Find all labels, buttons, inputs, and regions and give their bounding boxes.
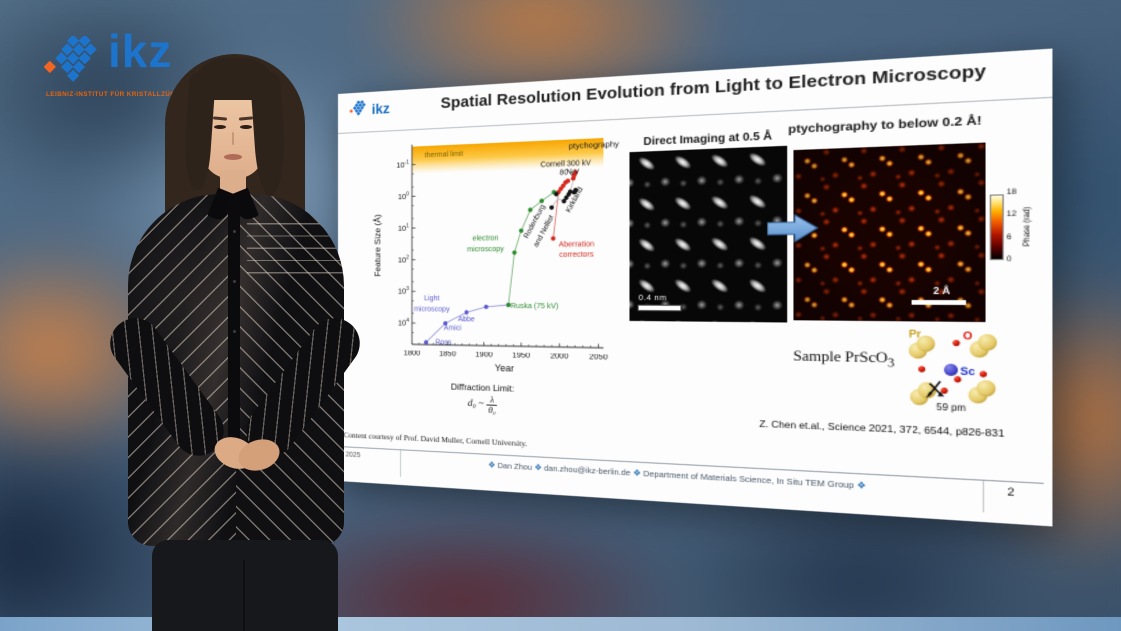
svg-text:Kirkland: Kirkland	[565, 186, 585, 214]
stem-scalebar	[637, 304, 682, 312]
ptychography-label: ptychography to below 0.2 Å!	[788, 113, 982, 137]
svg-text:microscopy: microscopy	[414, 306, 450, 314]
sample-title-sub: 3	[887, 357, 895, 371]
sample-title: Sample PrScO3	[767, 347, 922, 371]
slide-logo: ikz	[349, 99, 390, 120]
footer-divider-right	[982, 480, 985, 513]
svg-text:Abbe: Abbe	[458, 316, 475, 324]
ikz-subtitle: LEIBNIZ-INSTITUT FÜR KRISTALLZÜCHTUNG	[46, 91, 200, 98]
slide-logo-text: ikz	[371, 99, 390, 118]
svg-text:Light: Light	[424, 295, 439, 302]
svg-text:1900: 1900	[475, 349, 492, 359]
svg-text:thermal limit: thermal limit	[425, 151, 463, 160]
svg-text:Feature Size (Å): Feature Size (Å)	[372, 214, 382, 277]
footer-date: 2025	[345, 451, 361, 460]
resolution-chart: 1800 1850 1900 1950 2000 2050 10-1 100 101 102 103…	[348, 124, 621, 382]
ptycho-scalebar	[911, 299, 967, 305]
svg-text:10-1: 10-1	[396, 160, 409, 170]
page-number: 2	[1007, 485, 1015, 499]
footer-divider-left	[400, 450, 402, 477]
slide-perspective-wrap: ikz Spatial Resolution Evolution from Li…	[338, 48, 1053, 527]
svg-text:1850: 1850	[439, 348, 456, 358]
svg-text:microscopy: microscopy	[467, 246, 505, 254]
svg-text:Ross: Ross	[435, 339, 452, 347]
svg-text:80 kV: 80 kV	[560, 168, 580, 176]
diffraction-limit-formula: d₀ ~ λ θ₀	[396, 392, 573, 418]
pr-label: Pr	[909, 328, 922, 340]
svg-text:2000: 2000	[550, 350, 568, 360]
thermal-limit-band	[411, 137, 604, 175]
formula-lhs: d₀ ~	[467, 398, 484, 411]
svg-text:101: 101	[398, 223, 409, 233]
sc-atom	[944, 363, 958, 377]
slide-ikz-diamond-icon	[349, 100, 366, 116]
ptycho-scalebar-text: 2 Å	[933, 285, 951, 297]
colorbar-axis-label: Phase (rad)	[1022, 206, 1033, 247]
prsco3-crystal-model: Pr O Sc 59 pm	[908, 328, 997, 414]
svg-text:correctors: correctors	[559, 251, 594, 259]
ikz-watermark-logo: ikz LEIBNIZ-INSTITUT FÜR KRISTALLZÜCHTUN…	[43, 25, 244, 116]
formula-fraction: λ θ₀	[486, 394, 498, 416]
svg-text:Year: Year	[495, 362, 514, 373]
sample-title-main: Sample PrScO	[793, 347, 888, 367]
stem-scalebar-text: 0.4 nm	[638, 294, 667, 303]
svg-text:102: 102	[398, 254, 409, 264]
svg-text:1800: 1800	[404, 348, 421, 358]
ikz-brand-text: ikz	[108, 25, 173, 77]
sc-label: Sc	[960, 365, 975, 378]
svg-text:electron: electron	[472, 235, 498, 243]
citation: Z. Chen et.al., Science 2021, 372, 6544,…	[759, 417, 1005, 440]
svg-text:Amici: Amici	[444, 325, 462, 333]
o-label: O	[963, 330, 973, 342]
phase-colorbar	[989, 194, 1004, 261]
right-arrow-icon	[767, 212, 820, 245]
svg-text:ptychography: ptychography	[569, 139, 620, 151]
diffraction-limit-block: Diffraction Limit: d₀ ~ λ θ₀	[396, 380, 573, 419]
stem-grayscale-image	[629, 145, 788, 323]
ikz-diamond-icon	[43, 34, 97, 82]
svg-text:104: 104	[398, 318, 409, 328]
svg-text:1950: 1950	[512, 350, 530, 360]
formula-denominator: θ₀	[488, 404, 496, 416]
bottom-blue-strip	[0, 617, 1121, 631]
ptychography-image	[793, 142, 986, 323]
svg-text:2050: 2050	[589, 351, 608, 361]
slide-header: ikz Spatial Resolution Evolution from Li…	[338, 48, 1053, 134]
svg-text:Ruska (75 kV): Ruska (75 kV)	[511, 302, 559, 310]
svg-text:103: 103	[398, 286, 409, 296]
displacement-label: 59 pm	[936, 402, 966, 414]
svg-text:Aberration: Aberration	[559, 241, 595, 249]
svg-text:Cornell 300 kV: Cornell 300 kV	[541, 159, 592, 169]
feature-size-vs-year-chart: 1800 1850 1900 1950 2000 2050 10-1 100 101 102 103…	[372, 137, 620, 374]
svg-text:100: 100	[398, 191, 409, 201]
presentation-slide: ikz Spatial Resolution Evolution from Li…	[338, 48, 1053, 527]
